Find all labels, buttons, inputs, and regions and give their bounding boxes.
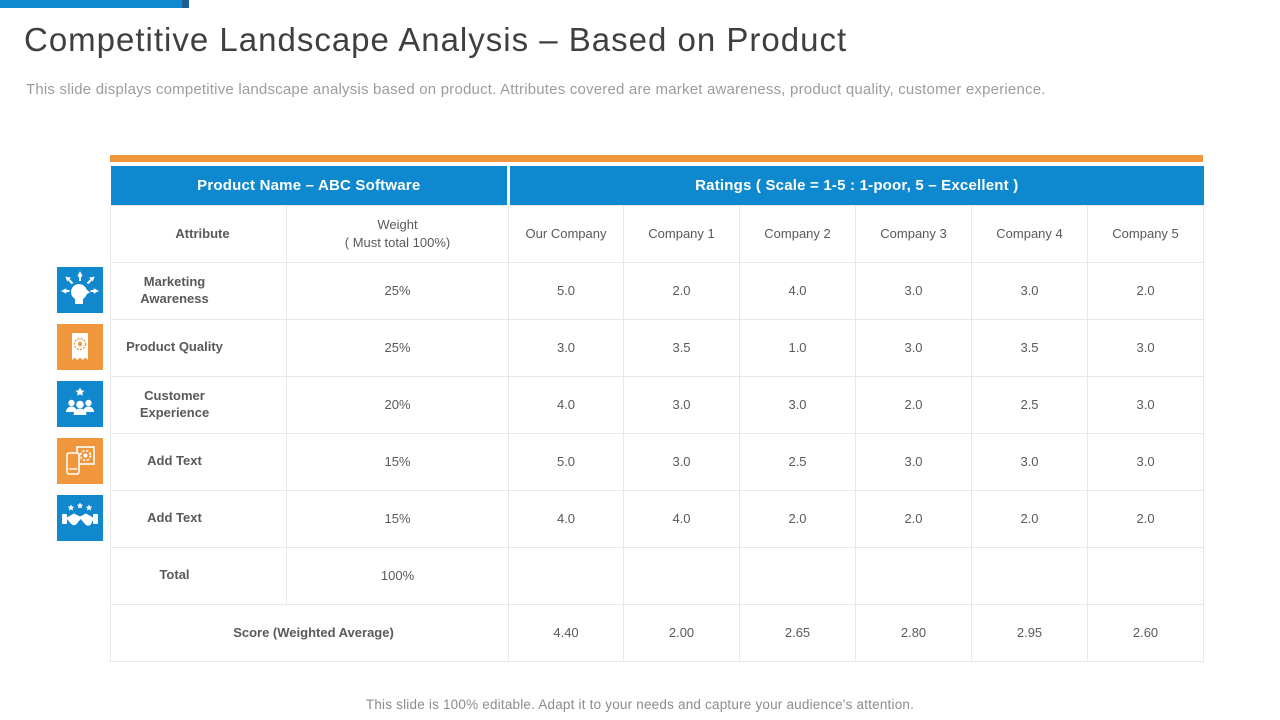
rating-cell: 3.0 — [623, 375, 741, 434]
rating-cell: 3.0 — [855, 318, 973, 377]
table-row-score: Score (Weighted Average) 4.40 2.00 2.65 … — [109, 603, 1205, 662]
rating-cell: 2.0 — [855, 489, 973, 548]
rating-cell: 3.0 — [855, 261, 973, 320]
customer-experience-icon — [57, 381, 103, 427]
empty-cell — [1087, 546, 1205, 605]
weight-label: Weight — [377, 216, 418, 232]
header-ratings-scale: Ratings ( Scale = 1-5 : 1-poor, 5 – Exce… — [508, 166, 1204, 205]
rating-cell: 4.0 — [623, 489, 741, 548]
marketing-awareness-icon — [57, 267, 103, 313]
attribute-name: Add Text — [110, 432, 287, 491]
total-weight: 100% — [285, 546, 510, 605]
attribute-name: Product Quality — [110, 318, 287, 377]
top-accent-bar — [0, 0, 182, 8]
column-header-company-5: Company 5 — [1087, 204, 1205, 263]
rating-cell: 3.0 — [508, 318, 625, 377]
empty-cell — [623, 546, 741, 605]
empty-cell — [855, 546, 973, 605]
rating-cell: 3.0 — [1087, 432, 1205, 491]
rating-cell: 3.0 — [1087, 318, 1205, 377]
score-cell: 2.80 — [855, 603, 973, 662]
weight-note: ( Must total 100%) — [344, 234, 451, 250]
table-row-product-quality: Product Quality 25% 3.0 3.5 1.0 3.0 3.5 … — [110, 318, 1205, 377]
rating-cell: 3.0 — [971, 261, 1089, 320]
top-accent-bar-tip — [182, 0, 189, 8]
attribute-name: Add Text — [110, 489, 287, 548]
column-header-company-3: Company 3 — [855, 204, 973, 263]
rating-cell: 4.0 — [508, 375, 625, 434]
rating-cell: 3.0 — [971, 432, 1089, 491]
score-cell: 2.95 — [971, 603, 1089, 662]
column-header-weight: Weight ( Must total 100%) — [285, 204, 510, 263]
weight-value: 15% — [285, 432, 510, 491]
column-header-company-4: Company 4 — [971, 204, 1089, 263]
score-label: Score (Weighted Average) — [109, 603, 510, 662]
table-row-add-text-1: Add Text 15% 5.0 3.0 2.5 3.0 3.0 3.0 — [110, 432, 1205, 491]
column-header-our-company: Our Company — [508, 204, 625, 263]
rating-cell: 2.0 — [855, 375, 973, 434]
comparison-table: Product Name – ABC Software Ratings ( Sc… — [109, 155, 1205, 662]
rating-cell: 2.5 — [739, 432, 857, 491]
table-row-add-text-2: Add Text 15% 4.0 4.0 2.0 2.0 2.0 2.0 — [110, 489, 1205, 548]
weight-value: 25% — [285, 261, 510, 320]
empty-cell — [739, 546, 857, 605]
handshake-icon — [57, 495, 103, 541]
rating-cell: 3.5 — [623, 318, 741, 377]
score-cell: 4.40 — [508, 603, 625, 662]
score-cell: 2.60 — [1087, 603, 1205, 662]
rating-cell: 5.0 — [508, 432, 625, 491]
weight-value: 20% — [285, 375, 510, 434]
rating-cell: 2.0 — [1087, 261, 1205, 320]
attribute-name: Customer Experience — [110, 375, 287, 434]
weight-value: 15% — [285, 489, 510, 548]
table-row-marketing-awareness: Marketing Awareness 25% 5.0 2.0 4.0 3.0 … — [110, 261, 1205, 320]
score-cell: 2.65 — [739, 603, 857, 662]
rating-cell: 3.0 — [623, 432, 741, 491]
rating-cell: 4.0 — [508, 489, 625, 548]
weight-value: 25% — [285, 318, 510, 377]
rating-cell: 2.0 — [623, 261, 741, 320]
table-row-customer-experience: Customer Experience 20% 4.0 3.0 3.0 2.0 … — [110, 375, 1205, 434]
column-header-company-1: Company 1 — [623, 204, 741, 263]
score-cell: 2.00 — [623, 603, 741, 662]
table-row-total: Total 100% — [110, 546, 1205, 605]
device-gear-icon — [57, 438, 103, 484]
slide-subtitle: This slide displays competitive landscap… — [26, 81, 1046, 98]
rating-cell: 2.0 — [739, 489, 857, 548]
rating-cell: 2.0 — [1087, 489, 1205, 548]
attribute-name: Marketing Awareness — [110, 261, 287, 320]
product-quality-icon — [57, 324, 103, 370]
rating-cell: 3.0 — [739, 375, 857, 434]
rating-cell: 3.0 — [1087, 375, 1205, 434]
rating-cell: 2.0 — [971, 489, 1089, 548]
empty-cell — [508, 546, 625, 605]
footer-note: This slide is 100% editable. Adapt it to… — [365, 697, 915, 712]
rating-cell: 4.0 — [739, 261, 857, 320]
column-header-attribute: Attribute — [110, 204, 287, 263]
empty-cell — [971, 546, 1089, 605]
table-orange-top-bar — [110, 155, 1203, 162]
header-product-name: Product Name – ABC Software — [110, 166, 511, 205]
rating-cell: 2.5 — [971, 375, 1089, 434]
page-title: Competitive Landscape Analysis – Based o… — [24, 21, 848, 58]
rating-cell: 1.0 — [739, 318, 857, 377]
total-label: Total — [110, 546, 287, 605]
rating-cell: 5.0 — [508, 261, 625, 320]
rating-cell: 3.5 — [971, 318, 1089, 377]
column-header-company-2: Company 2 — [739, 204, 857, 263]
rating-cell: 3.0 — [855, 432, 973, 491]
